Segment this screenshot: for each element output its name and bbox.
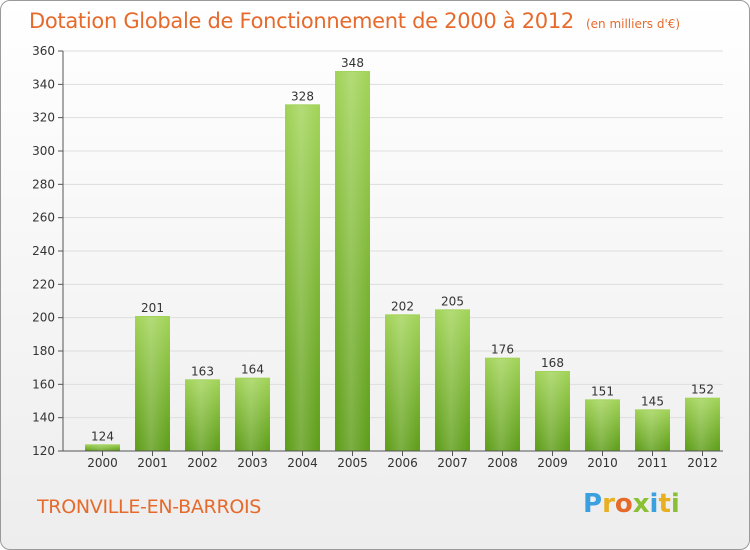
- x-tick-label-2006: 2006: [387, 456, 418, 470]
- bar-highlight: [687, 398, 718, 451]
- y-tick-label: 200: [32, 311, 55, 325]
- y-tick-label: 120: [32, 444, 55, 458]
- y-tick-label: 320: [32, 111, 55, 125]
- chart-title-text: Dotation Globale de Fonctionnement de 20…: [29, 9, 574, 33]
- x-tick-label-2001: 2001: [137, 456, 168, 470]
- x-tick-label-2010: 2010: [587, 456, 618, 470]
- data-label-2005: 348: [341, 56, 364, 70]
- data-label-2011: 145: [641, 394, 664, 408]
- bar-highlight: [237, 378, 268, 451]
- y-tick-label: 340: [32, 77, 55, 91]
- logo-letter: o: [614, 489, 633, 519]
- x-tick-label-2011: 2011: [637, 456, 668, 470]
- logo-letter: t: [658, 489, 671, 519]
- x-tick-label-2012: 2012: [687, 456, 718, 470]
- x-tick-label-2004: 2004: [287, 456, 318, 470]
- data-label-2000: 124: [91, 429, 114, 443]
- data-label-2001: 201: [141, 301, 164, 315]
- logo-letter: i: [649, 489, 659, 519]
- data-label-2007: 205: [441, 294, 464, 308]
- logo-letter: x: [632, 489, 650, 519]
- y-tick-label: 300: [32, 144, 55, 158]
- data-label-2010: 151: [591, 384, 614, 398]
- y-tick-label: 140: [32, 411, 55, 425]
- chart-unit: (en milliers d'€): [585, 17, 681, 31]
- x-tick-label-2007: 2007: [437, 456, 468, 470]
- commune-name: TRONVILLE-EN-BARROIS: [37, 496, 262, 518]
- x-tick-label-2009: 2009: [537, 456, 568, 470]
- logo-letter: i: [670, 489, 680, 519]
- data-label-2009: 168: [541, 356, 564, 370]
- data-label-2004: 328: [291, 89, 314, 103]
- y-tick-label: 240: [32, 244, 55, 258]
- y-tick-label: 220: [32, 277, 55, 291]
- bar-highlight: [87, 445, 118, 451]
- x-tick-label-2002: 2002: [187, 456, 218, 470]
- bar-highlight: [487, 358, 518, 451]
- axis-layer: 120 140 160 180 200 220 240 260 280 300 320 340 360 2…: [32, 44, 723, 470]
- bar-highlight: [337, 72, 368, 451]
- data-label-2002: 163: [191, 364, 214, 378]
- y-tick-label: 360: [32, 44, 55, 58]
- bar-highlight: [437, 310, 468, 451]
- bar-highlight: [187, 380, 218, 451]
- bar-highlight: [387, 315, 418, 451]
- data-label-2003: 164: [241, 363, 264, 377]
- x-tick-label-2000: 2000: [87, 456, 118, 470]
- bar-highlight: [637, 410, 668, 451]
- data-label-2006: 202: [391, 299, 414, 313]
- logo-letter: P: [583, 489, 603, 519]
- logo-letter: r: [602, 489, 615, 519]
- x-tick-label-2008: 2008: [487, 456, 518, 470]
- y-tick-label: 160: [32, 377, 55, 391]
- bar-highlight: [287, 105, 318, 451]
- y-tick-label: 280: [32, 177, 55, 191]
- bar-highlight: [137, 317, 168, 451]
- x-tick-label-2005: 2005: [337, 456, 368, 470]
- bar-highlight: [587, 400, 618, 451]
- data-label-2012: 152: [691, 383, 714, 397]
- bar-highlight: [537, 372, 568, 451]
- x-tick-label-2003: 2003: [237, 456, 268, 470]
- y-tick-label: 180: [32, 344, 55, 358]
- bar-layer: 124 201 163 164 328 348 202 205 176 168 151 145 152: [85, 56, 720, 451]
- y-tick-label: 260: [32, 211, 55, 225]
- chart-title: Dotation Globale de Fonctionnement de 20…: [29, 9, 680, 33]
- data-label-2008: 176: [491, 343, 514, 357]
- proxiti-logo: Proxiti: [583, 489, 680, 519]
